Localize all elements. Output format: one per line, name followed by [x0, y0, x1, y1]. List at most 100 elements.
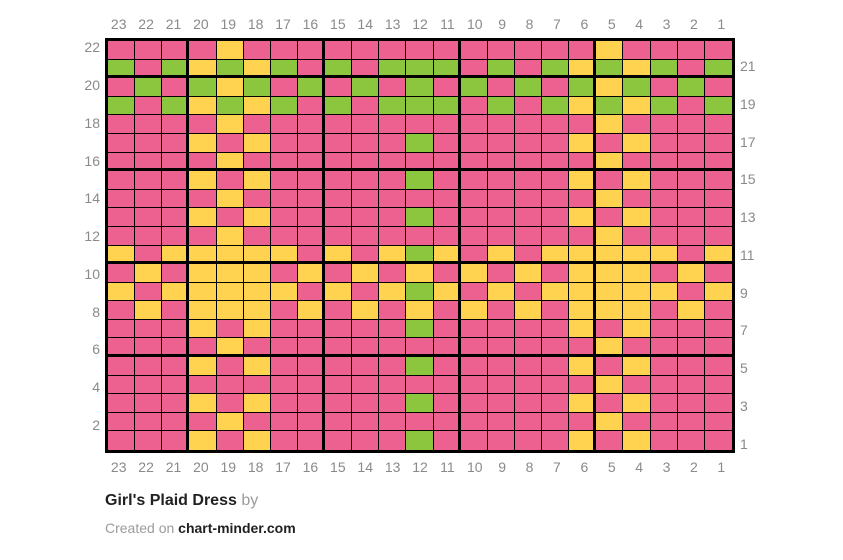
chart-cell	[460, 412, 488, 432]
row-number-label: 12	[84, 228, 100, 245]
chart-cell	[542, 59, 570, 79]
chart-cell	[325, 394, 353, 413]
chart-cell	[216, 78, 244, 97]
chart-cell	[406, 394, 434, 413]
chart-cell	[379, 171, 407, 190]
chart-cell	[135, 189, 163, 209]
chart-cell	[135, 282, 163, 302]
chart-cell	[352, 264, 380, 283]
chart-cell	[596, 226, 624, 246]
chart-cell	[297, 115, 326, 134]
chart-cell	[623, 431, 651, 450]
chart-cell	[189, 41, 217, 60]
chart-cell	[243, 394, 271, 413]
chart-cell	[243, 208, 271, 227]
row-number-label: 20	[84, 77, 100, 94]
chart-cell	[623, 226, 651, 246]
chart-cell	[460, 431, 488, 450]
chart-cell	[297, 208, 326, 227]
column-number-label: 16	[302, 16, 319, 32]
column-number-label: 5	[607, 16, 616, 32]
row-number-label: 22	[84, 39, 100, 56]
chart-cell	[487, 338, 515, 358]
row-number-label: 3	[740, 397, 748, 414]
chart-cell	[108, 171, 136, 190]
chart-cell	[325, 133, 353, 153]
chart-cell	[297, 96, 326, 116]
column-number-label: 7	[553, 459, 561, 475]
row-number-label: 1	[740, 435, 748, 452]
column-number-label: 6	[580, 459, 589, 475]
chart-cell	[460, 394, 488, 413]
chart-cell	[704, 338, 732, 358]
column-number-label: 3	[662, 459, 671, 475]
chart-cell	[108, 264, 136, 283]
chart-cell	[677, 412, 705, 432]
chart-cell	[135, 115, 163, 134]
row-number-label: 9	[740, 284, 748, 301]
chart-cell	[650, 189, 678, 209]
chart-cell	[596, 245, 624, 265]
chart-cell	[514, 338, 543, 358]
chart-cell	[623, 133, 651, 153]
chart-cell	[162, 357, 190, 376]
chart-cell	[542, 41, 570, 60]
chart-cell	[542, 115, 570, 134]
chart-cell	[569, 375, 597, 395]
chart-cell	[406, 171, 434, 190]
column-number-label: 22	[138, 459, 154, 475]
chart-cell	[189, 338, 217, 358]
chart-cell	[297, 226, 326, 246]
chart-cell	[189, 78, 217, 97]
chart-cell	[677, 226, 705, 246]
chart-title-line: Girl's Plaid Dress by	[105, 492, 258, 510]
chart-cell	[650, 78, 678, 97]
chart-cell	[677, 245, 705, 265]
chart-cell	[108, 41, 136, 60]
chart-cell	[433, 245, 461, 265]
chart-cell	[704, 226, 732, 246]
chart-cell	[243, 171, 271, 190]
row-number-label: 16	[84, 152, 100, 169]
chart-cell	[108, 59, 136, 79]
chart-cell	[623, 171, 651, 190]
chart-cell	[514, 171, 543, 190]
chart-cell	[162, 189, 190, 209]
chart-cell	[542, 319, 570, 339]
column-number-label: 22	[138, 16, 154, 32]
chart-cell	[352, 59, 380, 79]
chart-cell	[325, 208, 353, 227]
chart-cell	[108, 282, 136, 302]
chart-cell	[487, 301, 515, 320]
chart-cell	[487, 115, 515, 134]
column-number-label: 21	[165, 16, 182, 32]
chart-cell	[325, 171, 353, 190]
chart-cell	[216, 152, 244, 172]
column-number-label: 14	[357, 16, 373, 32]
chart-cell	[542, 264, 570, 283]
chart-cell	[406, 78, 434, 97]
chart-cell	[216, 338, 244, 358]
column-number-label: 19	[220, 459, 237, 475]
chart-cell	[270, 152, 298, 172]
chart-cell	[162, 133, 190, 153]
chart-cell	[460, 245, 488, 265]
chart-cell	[433, 78, 461, 97]
chart-cell	[108, 319, 136, 339]
chart-cell	[569, 412, 597, 432]
row-number-label: 10	[84, 265, 100, 282]
chart-cell	[216, 412, 244, 432]
chart-cell	[108, 431, 136, 450]
chart-cell	[216, 357, 244, 376]
chart-cell	[216, 431, 244, 450]
column-number-label: 4	[635, 16, 644, 32]
chart-cell	[677, 208, 705, 227]
chart-cell	[379, 245, 407, 265]
chart-cell	[596, 96, 624, 116]
column-number-label: 16	[302, 459, 319, 475]
chart-cell	[677, 357, 705, 376]
chart-cell	[379, 78, 407, 97]
chart-cell	[270, 189, 298, 209]
column-number-label: 17	[275, 459, 291, 475]
chart-cell	[623, 152, 651, 172]
